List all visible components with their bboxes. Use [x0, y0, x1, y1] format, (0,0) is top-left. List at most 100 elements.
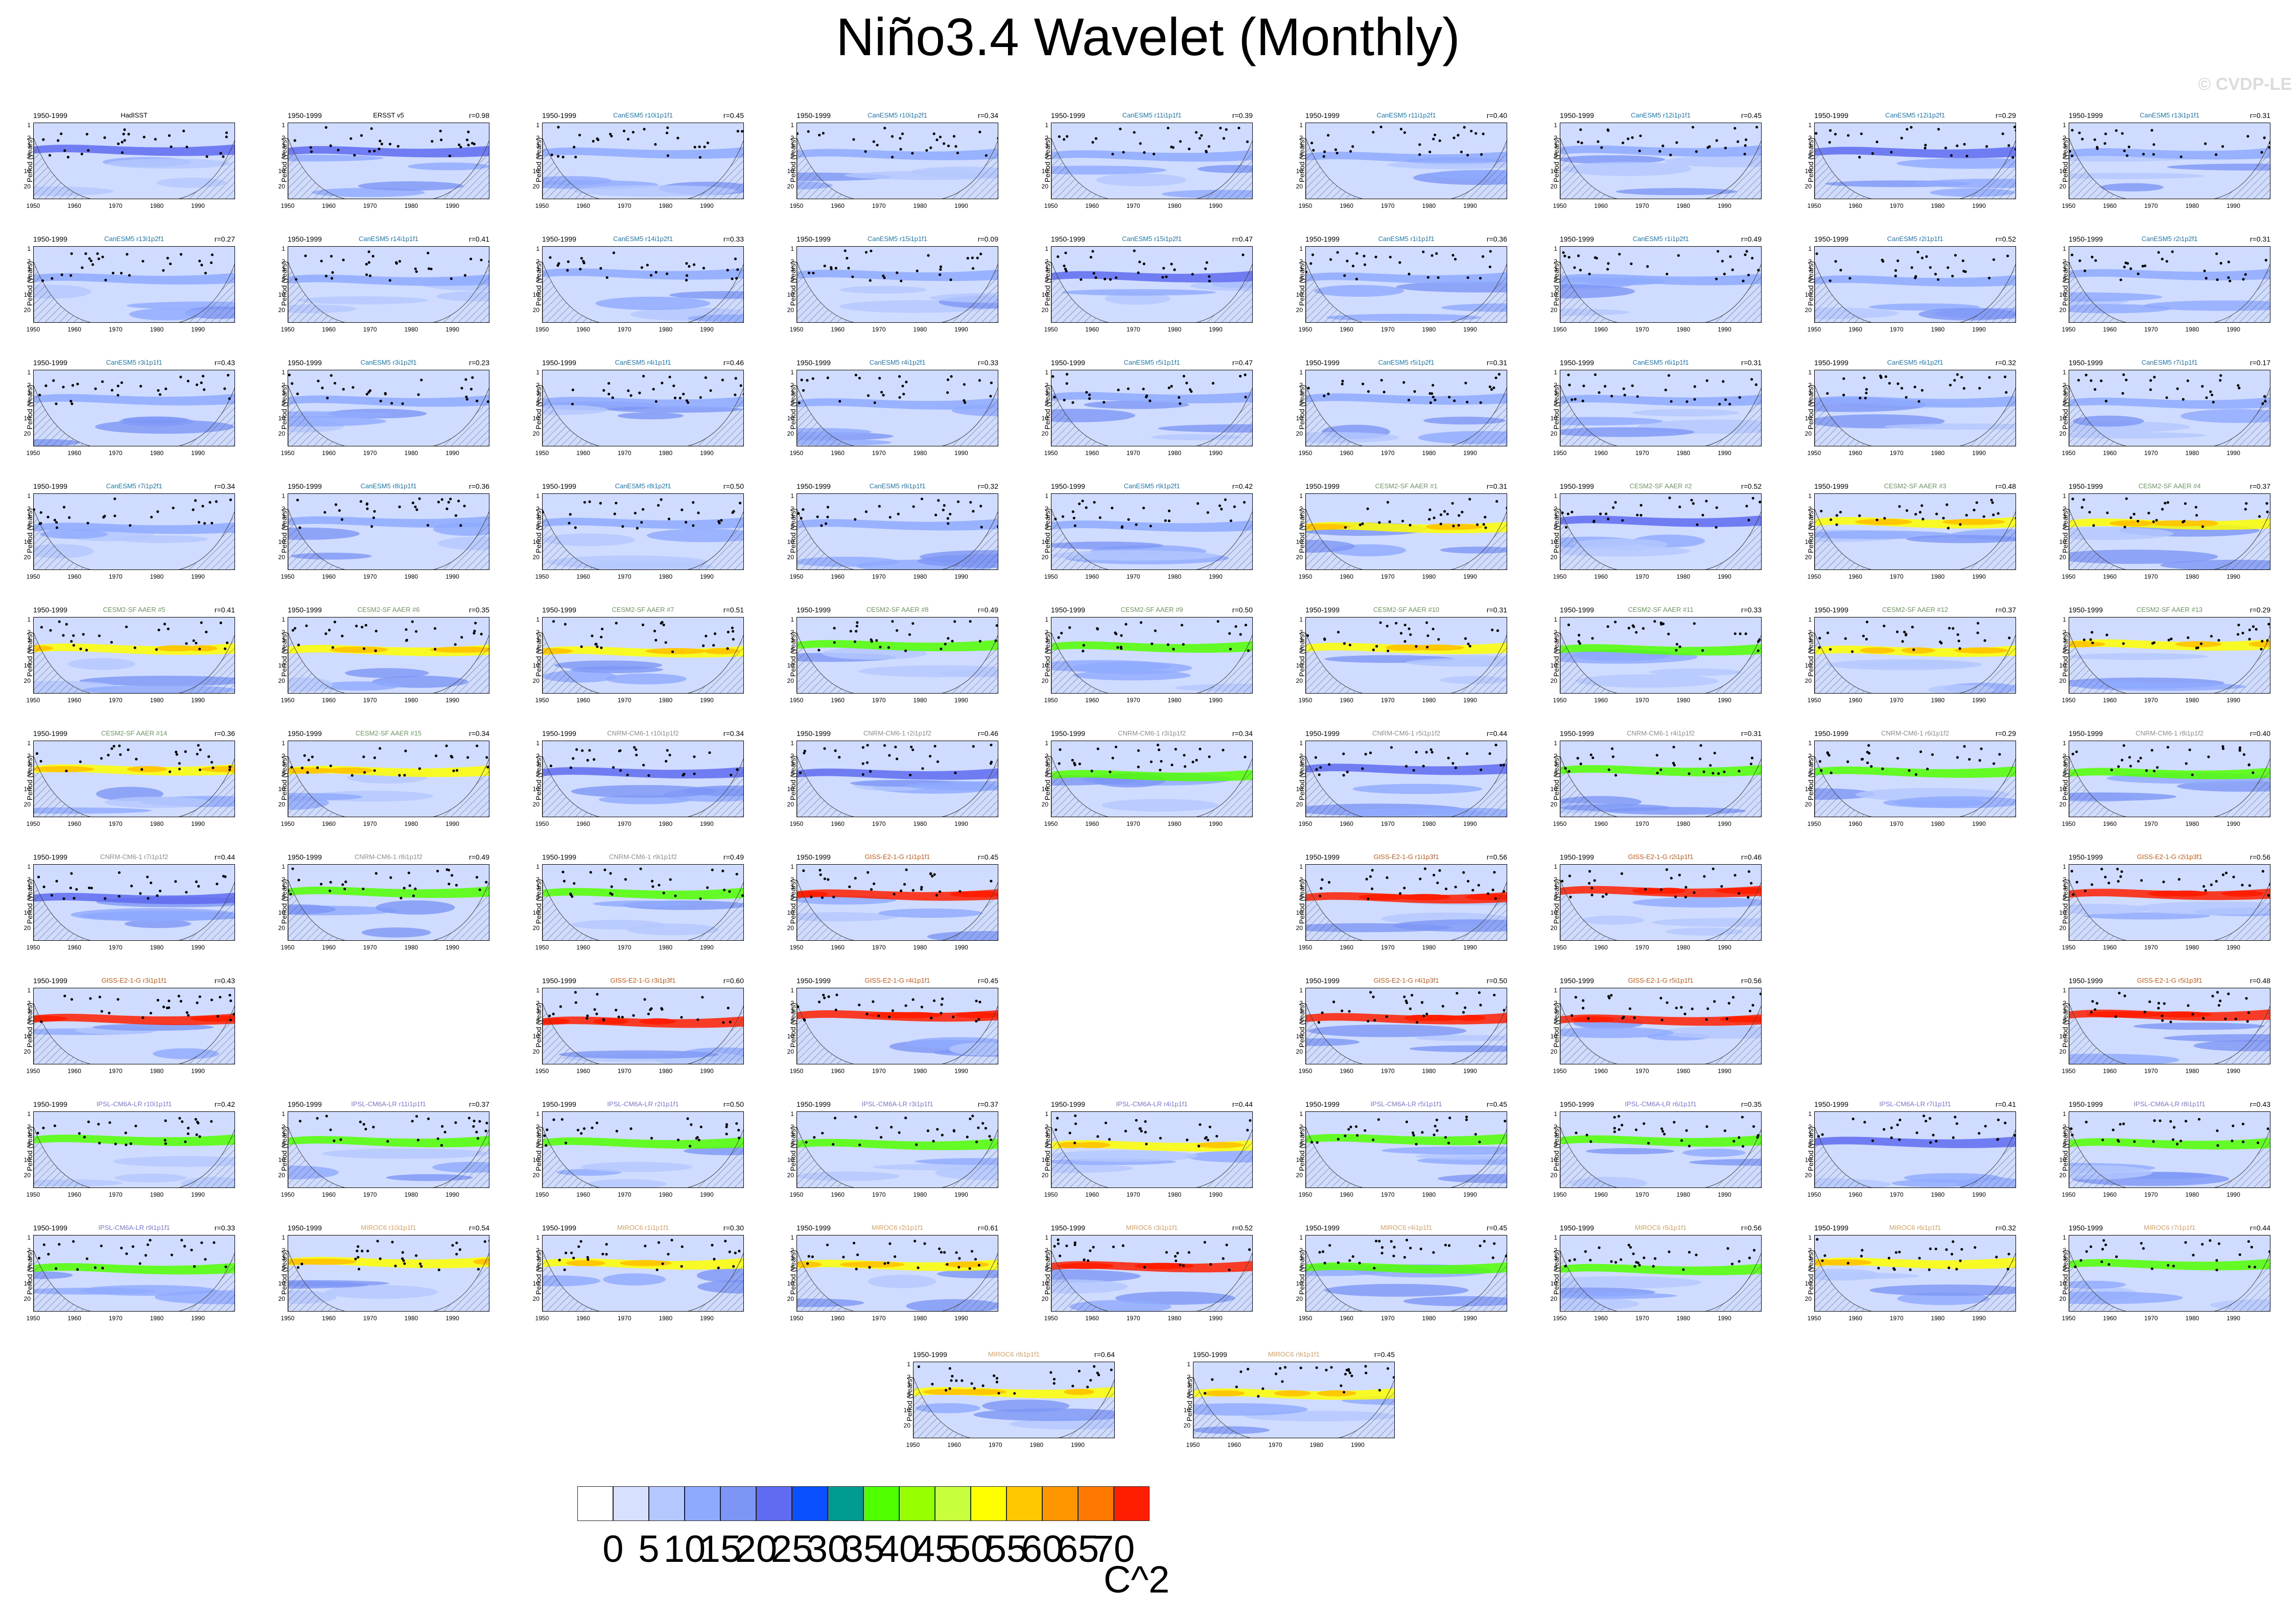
power-band — [1560, 1264, 1761, 1275]
power-contour — [112, 1156, 235, 1167]
y-tick-label: 2 — [790, 629, 794, 636]
significance-dot — [415, 1115, 418, 1118]
significance-dot — [1859, 396, 1862, 399]
y-tick-label: 5 — [790, 1140, 794, 1148]
wavelet-svg — [797, 1240, 998, 1311]
significance-dot — [116, 142, 120, 146]
power-band — [2069, 269, 2270, 280]
x-tick-label: 1990 — [700, 202, 714, 209]
significance-dot — [1403, 995, 1406, 999]
significance-dot — [1164, 519, 1167, 522]
x-tick-label: 1960 — [67, 202, 81, 209]
wavelet-panel: 1950-1999 CanESM5 r12i1p2f1 r=0.29 Period (… — [1791, 107, 2031, 230]
x-tick-label: 1990 — [1463, 820, 1477, 827]
y-tick-label: 2 — [1554, 1123, 1557, 1130]
y-tick-label: 10 — [1550, 291, 1557, 298]
y-tick-label: 3 — [536, 513, 540, 520]
significance-dot — [1323, 638, 1326, 641]
y-tick-label: 3 — [1808, 142, 1812, 149]
significance-dot — [1896, 382, 1900, 385]
y-tick-label: 2 — [536, 1247, 540, 1254]
significance-dot — [1906, 128, 1909, 131]
panel-name: IPSL-CM6A-LR r9i1p1f1 — [98, 1224, 170, 1231]
significance-dot — [44, 384, 48, 387]
significance-dot — [1693, 385, 1696, 388]
significance-dot — [1314, 756, 1317, 759]
y-tick-label: 2 — [1299, 1123, 1303, 1130]
wavelet-svg — [1560, 126, 1761, 199]
significance-dot — [2227, 276, 2230, 279]
significance-dot — [1705, 1125, 1708, 1128]
significance-dot — [450, 874, 454, 877]
significance-dot — [1464, 637, 1467, 640]
significance-dot — [2157, 1002, 2161, 1005]
power-band — [288, 395, 489, 407]
wavelet-panel: 1950-1999 CNRM-CM6-1 r10i1p1f2 r=0.34 Perio… — [519, 725, 759, 848]
cone-of-influence — [1306, 138, 1507, 199]
significance-dot — [1655, 754, 1658, 757]
significance-dot — [1409, 524, 1412, 527]
panel-name: CESM2-SF AAER #9 — [1120, 606, 1183, 613]
significance-dot — [1109, 278, 1112, 281]
significance-dot — [1239, 1370, 1243, 1373]
significance-dot — [849, 630, 852, 633]
significance-dot — [458, 143, 461, 147]
significance-dot — [475, 399, 479, 402]
significance-dot — [339, 1138, 342, 1141]
y-tick-label: 1 — [2063, 492, 2066, 500]
significance-dot — [1182, 1264, 1185, 1267]
significance-dot — [1752, 1249, 1756, 1252]
significance-dot — [1432, 384, 1435, 387]
significance-dot — [805, 1140, 808, 1144]
significance-dot — [430, 268, 433, 271]
y-tick-label: 3 — [536, 1131, 540, 1138]
panel-correlation: r=0.46 — [1741, 853, 1762, 861]
significance-dot — [1188, 388, 1191, 391]
y-tick-label: 20 — [1805, 553, 1812, 561]
power-band — [797, 889, 998, 901]
significance-dot — [1726, 1247, 1729, 1250]
panel-period: 1950-1999 — [1560, 853, 1594, 861]
significance-dot — [415, 1254, 418, 1257]
x-tick-label: 1950 — [2061, 202, 2076, 209]
significance-dot — [1633, 1016, 1636, 1019]
y-tick-label: 3 — [2063, 1131, 2066, 1138]
significance-dot — [2172, 1126, 2176, 1129]
significance-dot — [122, 132, 125, 136]
significance-dot — [1354, 1125, 1358, 1128]
significance-dot — [1323, 394, 1326, 397]
significance-dot — [800, 517, 803, 520]
significance-dot — [1399, 128, 1403, 131]
significance-dot — [1952, 627, 1955, 630]
significance-dot — [196, 1121, 199, 1124]
wavelet-plot-area — [542, 617, 744, 694]
significance-dot — [389, 876, 392, 879]
significance-dot — [1432, 627, 1435, 631]
significance-dot — [1054, 517, 1057, 520]
power-contour — [1884, 423, 2016, 430]
significance-dot — [1815, 132, 1818, 135]
wavelet-plot-area — [33, 370, 235, 446]
significance-dot — [1653, 1257, 1657, 1260]
significance-dot — [883, 276, 886, 279]
significance-dot — [225, 135, 228, 138]
significance-dot — [692, 263, 696, 266]
panel-name: IPSL-CM6A-LR r3i1p1f1 — [861, 1100, 933, 1108]
significance-dot — [1920, 504, 1924, 507]
x-tick-label: 1980 — [1676, 1067, 1691, 1075]
significance-dot — [933, 745, 936, 748]
significance-dot — [149, 1239, 152, 1242]
y-tick-label: 5 — [27, 399, 31, 407]
y-tick-label: 10 — [278, 661, 285, 669]
power-contour — [936, 1269, 998, 1278]
significance-dot — [1942, 516, 1945, 520]
significance-dot — [1057, 255, 1060, 258]
significance-dot — [1562, 251, 1565, 254]
significance-dot — [1468, 645, 1471, 648]
y-tick-label: 10 — [1805, 1279, 1812, 1287]
y-tick-label: 5 — [1045, 770, 1048, 777]
significance-dot — [2170, 637, 2173, 640]
significance-dot — [454, 643, 457, 646]
colorbar-swatch — [685, 1486, 720, 1521]
significance-dot — [599, 267, 602, 270]
